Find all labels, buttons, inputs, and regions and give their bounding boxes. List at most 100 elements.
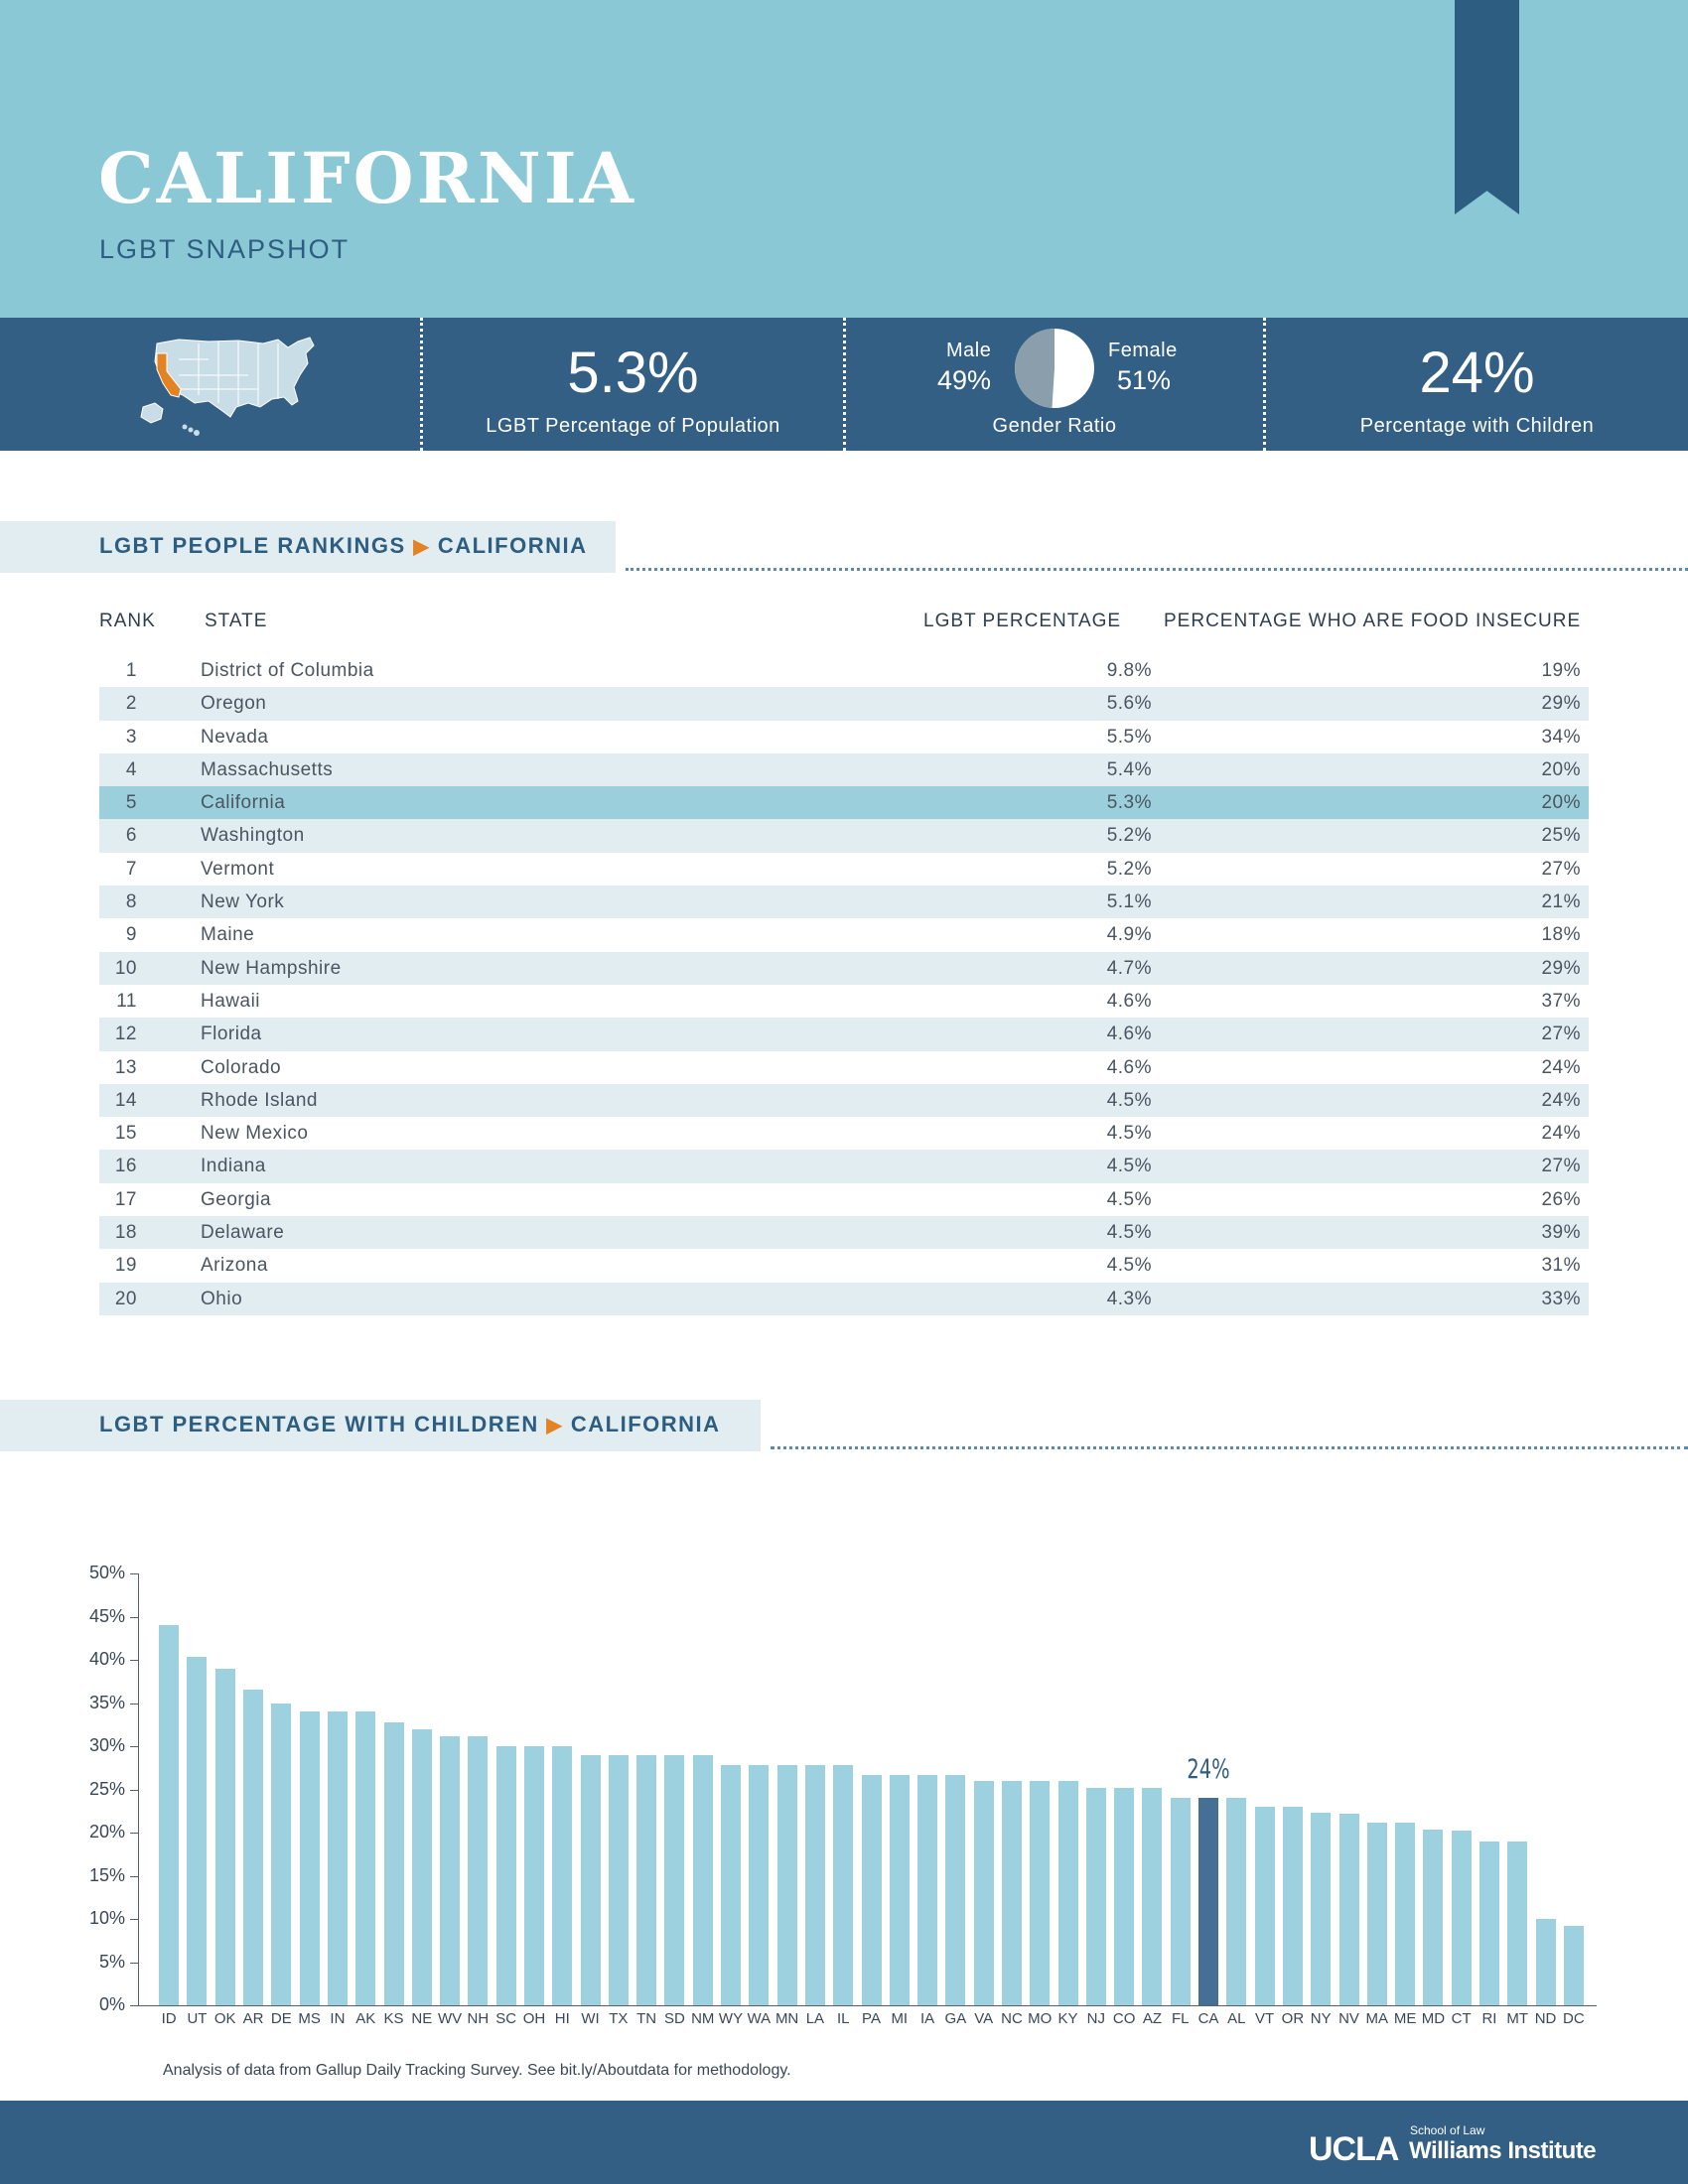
x-axis-line bbox=[138, 2005, 1597, 2006]
row-state: Florida bbox=[201, 1024, 262, 1045]
bar-la bbox=[804, 1765, 825, 2005]
x-tick-label: WI bbox=[581, 2010, 600, 2027]
bar-ma bbox=[1366, 1822, 1387, 2005]
bar-ri bbox=[1478, 1841, 1499, 2005]
y-tick-label: 10% bbox=[88, 1908, 125, 1928]
us-map-icon bbox=[140, 337, 315, 436]
row-state: Colorado bbox=[201, 1056, 282, 1078]
x-tick-label: HI bbox=[554, 2010, 570, 2027]
row-lgbt-percentage: 5.2% bbox=[1106, 858, 1152, 880]
y-tick-mark bbox=[130, 1616, 138, 1618]
row-rank: 8 bbox=[125, 891, 137, 913]
bar-co bbox=[1114, 1787, 1135, 2005]
row-rank: 10 bbox=[114, 957, 137, 979]
row-lgbt-percentage: 5.2% bbox=[1106, 825, 1152, 847]
y-tick-label: 25% bbox=[88, 1778, 125, 1799]
column-header-state: STATE bbox=[205, 611, 268, 631]
y-tick-label: 45% bbox=[88, 1605, 125, 1626]
x-tick-label: LA bbox=[805, 2010, 825, 2027]
y-axis-line bbox=[138, 1573, 139, 2005]
table-row: 16 Indiana 4.5% 27% bbox=[99, 1150, 1589, 1183]
california-shape bbox=[156, 352, 182, 398]
male-percentage: 49% bbox=[937, 365, 992, 395]
bar-mn bbox=[776, 1765, 797, 2005]
row-lgbt-percentage: 4.3% bbox=[1106, 1288, 1152, 1309]
x-tick-label: PA bbox=[862, 2010, 881, 2027]
x-tick-label: GA bbox=[944, 2010, 967, 2027]
y-tick-label: 15% bbox=[88, 1864, 125, 1885]
row-lgbt-percentage: 4.5% bbox=[1106, 1123, 1152, 1145]
table-row: 17 Georgia 4.5% 26% bbox=[99, 1183, 1589, 1216]
row-food-insecure: 18% bbox=[1541, 924, 1581, 946]
x-tick-label: ID bbox=[161, 2010, 177, 2027]
x-tick-label: CA bbox=[1197, 2010, 1219, 2027]
bar-ar bbox=[243, 1690, 264, 2005]
source-note: Analysis of data from Gallup Daily Track… bbox=[163, 2062, 791, 2079]
row-food-insecure: 24% bbox=[1541, 1056, 1581, 1078]
logo-williams-institute: Williams Institute bbox=[1409, 2137, 1597, 2164]
row-food-insecure: 27% bbox=[1541, 858, 1581, 880]
bar-ny bbox=[1311, 1812, 1332, 2005]
bar-ak bbox=[355, 1711, 376, 2005]
x-tick-label: SC bbox=[495, 2010, 517, 2027]
row-state: New Hampshire bbox=[201, 957, 342, 979]
bar-ms bbox=[299, 1711, 320, 2005]
header-banner: CALIFORNIA LGBT SNAPSHOT bbox=[0, 0, 1688, 318]
y-tick-mark bbox=[130, 1919, 138, 1920]
x-tick-label: OH bbox=[522, 2010, 546, 2027]
y-tick-mark bbox=[130, 1789, 138, 1791]
y-tick-mark bbox=[130, 2005, 138, 2006]
row-state: Indiana bbox=[201, 1156, 266, 1177]
row-lgbt-percentage: 5.5% bbox=[1106, 726, 1152, 748]
table-row: 4 Massachusetts 5.4% 20% bbox=[99, 752, 1589, 787]
row-food-insecure: 34% bbox=[1541, 726, 1581, 748]
bar-vt bbox=[1254, 1806, 1275, 2005]
stats-divider bbox=[420, 318, 423, 451]
row-state: California bbox=[201, 792, 286, 814]
row-food-insecure: 31% bbox=[1541, 1255, 1581, 1277]
bar-ne bbox=[411, 1728, 432, 2005]
row-state: New Mexico bbox=[201, 1123, 309, 1145]
row-rank: 2 bbox=[125, 693, 137, 715]
lgbt-percentage-cell: 5.3% LGBT Percentage of Population bbox=[423, 318, 843, 451]
table-row: 12 Florida 4.6% 27% bbox=[99, 1018, 1589, 1051]
row-food-insecure: 25% bbox=[1541, 825, 1581, 847]
y-tick-label: 5% bbox=[98, 1951, 125, 1972]
table-row: 8 New York 5.1% 21% bbox=[99, 886, 1589, 919]
logo-school-of-law: School of Law bbox=[1410, 2123, 1485, 2137]
row-lgbt-percentage: 9.8% bbox=[1106, 660, 1152, 681]
row-food-insecure: 33% bbox=[1541, 1288, 1581, 1309]
table-row: 9 Maine 4.9% 18% bbox=[99, 918, 1589, 951]
x-tick-label: MS bbox=[298, 2010, 321, 2027]
bar-ut bbox=[187, 1657, 208, 2005]
bar-nd bbox=[1535, 1919, 1556, 2005]
x-tick-label: SD bbox=[664, 2010, 685, 2027]
x-tick-label: MA bbox=[1365, 2010, 1389, 2027]
bar-mt bbox=[1507, 1841, 1528, 2005]
table-row: 13 Colorado 4.6% 24% bbox=[99, 1051, 1589, 1084]
bar-nv bbox=[1338, 1813, 1359, 2005]
row-state: Arizona bbox=[201, 1255, 268, 1277]
x-tick-label: UT bbox=[187, 2010, 208, 2027]
stats-divider bbox=[843, 318, 846, 451]
page-title: CALIFORNIA bbox=[98, 137, 636, 219]
row-state: Vermont bbox=[201, 858, 275, 880]
x-tick-label: DE bbox=[270, 2010, 292, 2027]
row-food-insecure: 24% bbox=[1541, 1123, 1581, 1145]
row-lgbt-percentage: 4.7% bbox=[1106, 957, 1152, 979]
row-lgbt-percentage: 4.6% bbox=[1106, 1056, 1152, 1078]
bar-il bbox=[833, 1765, 854, 2005]
row-state: District of Columbia bbox=[201, 660, 374, 681]
x-tick-label: NY bbox=[1310, 2010, 1332, 2027]
x-tick-label: KY bbox=[1057, 2010, 1078, 2027]
y-tick-mark bbox=[130, 1962, 138, 1964]
bar-or bbox=[1282, 1806, 1303, 2005]
table-row: 6 Washington 5.2% 25% bbox=[99, 819, 1589, 853]
x-tick-label: ME bbox=[1393, 2010, 1417, 2027]
row-state: Nevada bbox=[201, 726, 269, 748]
row-rank: 16 bbox=[114, 1156, 137, 1177]
x-tick-label: NM bbox=[691, 2010, 715, 2027]
table-row: 5 California 5.3% 20% bbox=[99, 786, 1589, 820]
male-slice bbox=[1015, 329, 1055, 408]
row-lgbt-percentage: 5.3% bbox=[1106, 792, 1152, 814]
